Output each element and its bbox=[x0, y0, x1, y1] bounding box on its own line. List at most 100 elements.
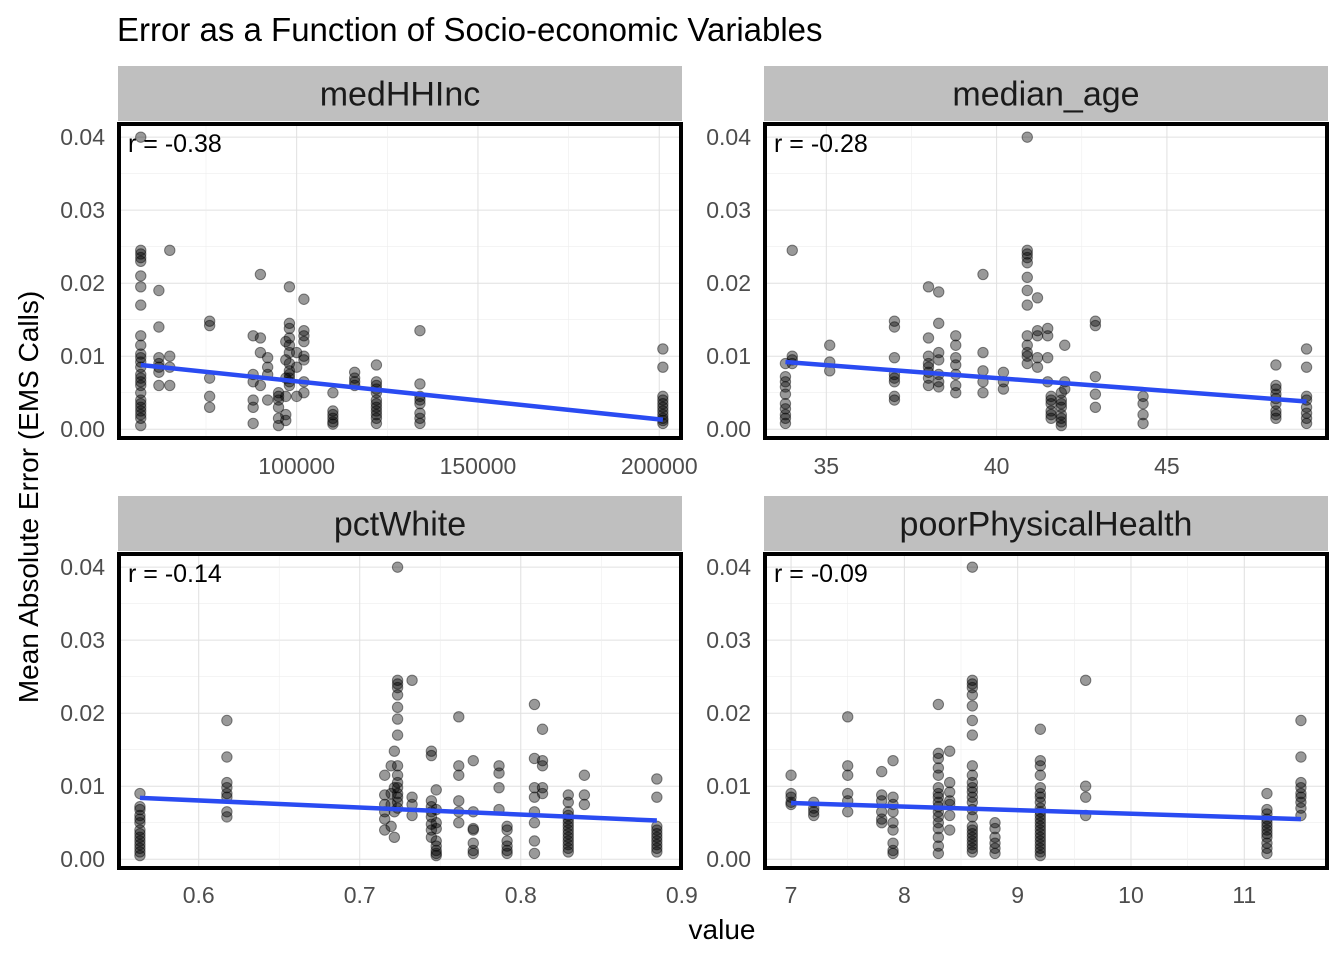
data-point bbox=[370, 394, 383, 406]
y-tick-label: 0.02 bbox=[706, 270, 751, 296]
data-point bbox=[977, 365, 989, 377]
data-point bbox=[254, 346, 267, 359]
data-point bbox=[779, 408, 792, 421]
data-point bbox=[1055, 401, 1068, 414]
data-point bbox=[290, 361, 303, 373]
data-point bbox=[135, 419, 147, 432]
data-point bbox=[135, 270, 147, 282]
data-point bbox=[1089, 370, 1102, 383]
data-point bbox=[1034, 769, 1047, 781]
data-point bbox=[391, 769, 404, 781]
data-point bbox=[134, 824, 146, 836]
data-point bbox=[989, 822, 1001, 835]
data-point bbox=[876, 765, 888, 778]
facet-strip bbox=[764, 66, 1328, 121]
x-tick-label: 10 bbox=[1118, 882, 1144, 908]
data-point bbox=[932, 831, 945, 844]
data-point bbox=[651, 835, 663, 847]
data-point bbox=[966, 791, 979, 803]
data-point bbox=[933, 317, 945, 330]
data-point bbox=[298, 335, 310, 348]
data-point bbox=[391, 791, 404, 803]
data-point bbox=[298, 330, 310, 342]
data-point bbox=[1034, 820, 1047, 833]
data-point bbox=[779, 370, 792, 383]
data-point bbox=[221, 811, 233, 823]
data-point bbox=[966, 769, 979, 781]
data-point bbox=[283, 346, 296, 359]
data-point bbox=[247, 330, 259, 342]
data-point bbox=[1079, 780, 1092, 792]
data-point bbox=[493, 767, 505, 779]
data-point bbox=[651, 827, 663, 840]
data-point bbox=[327, 408, 339, 421]
regression-line bbox=[790, 800, 1302, 822]
data-point bbox=[430, 817, 442, 829]
data-point bbox=[876, 789, 888, 801]
x-tick-label: 150000 bbox=[440, 453, 517, 479]
panel-border bbox=[117, 122, 683, 440]
y-tick-label: 0.03 bbox=[60, 627, 105, 653]
data-point bbox=[135, 255, 147, 267]
data-point bbox=[1261, 847, 1273, 860]
data-point bbox=[1055, 397, 1068, 410]
data-point bbox=[153, 351, 165, 364]
facet-strip bbox=[118, 66, 682, 121]
data-point bbox=[562, 789, 574, 801]
data-point bbox=[164, 350, 176, 362]
x-tick-label: 9 bbox=[1011, 882, 1024, 908]
data-point bbox=[943, 809, 956, 822]
data-point bbox=[348, 366, 361, 378]
data-point bbox=[876, 817, 888, 829]
data-point bbox=[1042, 322, 1054, 335]
y-tick-label: 0.04 bbox=[60, 554, 105, 580]
data-point bbox=[370, 405, 383, 417]
data-point bbox=[280, 390, 292, 403]
data-point bbox=[1034, 817, 1047, 829]
data-point bbox=[1034, 838, 1047, 851]
data-point bbox=[1021, 244, 1033, 257]
y-axis-label: Mean Absolute Error (EMS Calls) bbox=[13, 291, 44, 703]
data-point bbox=[283, 332, 296, 344]
data-point bbox=[1055, 419, 1068, 432]
data-point bbox=[779, 376, 792, 388]
data-point bbox=[414, 378, 426, 390]
data-point bbox=[135, 408, 147, 421]
data-point bbox=[651, 846, 663, 858]
data-point bbox=[221, 781, 233, 794]
data-point bbox=[298, 387, 310, 399]
data-point bbox=[651, 773, 663, 785]
data-point bbox=[370, 359, 383, 371]
data-point bbox=[1270, 359, 1282, 371]
x-tick-label: 100000 bbox=[258, 453, 335, 479]
data-point bbox=[467, 822, 479, 835]
data-point bbox=[1021, 251, 1033, 264]
data-point bbox=[966, 760, 979, 772]
data-point bbox=[1034, 835, 1047, 847]
data-point bbox=[135, 348, 147, 360]
y-tick-label: 0.00 bbox=[706, 846, 751, 872]
data-point bbox=[562, 796, 574, 808]
data-point bbox=[247, 417, 259, 430]
data-point bbox=[501, 847, 513, 860]
gridlines bbox=[765, 124, 1327, 438]
data-point bbox=[657, 405, 669, 417]
x-tick-label: 7 bbox=[785, 882, 798, 908]
data-point bbox=[203, 390, 216, 403]
data-point bbox=[430, 844, 442, 857]
data-point bbox=[1055, 412, 1068, 424]
data-point bbox=[453, 711, 465, 723]
data-point bbox=[562, 824, 574, 836]
data-point bbox=[221, 787, 233, 800]
data-point bbox=[453, 769, 465, 781]
data-point bbox=[135, 387, 147, 399]
data-point bbox=[1042, 351, 1054, 364]
data-point bbox=[1270, 408, 1282, 421]
data-point bbox=[430, 849, 442, 862]
data-point bbox=[1261, 842, 1273, 854]
data-point bbox=[932, 811, 945, 823]
data-point bbox=[562, 842, 574, 854]
data-point bbox=[922, 379, 935, 392]
